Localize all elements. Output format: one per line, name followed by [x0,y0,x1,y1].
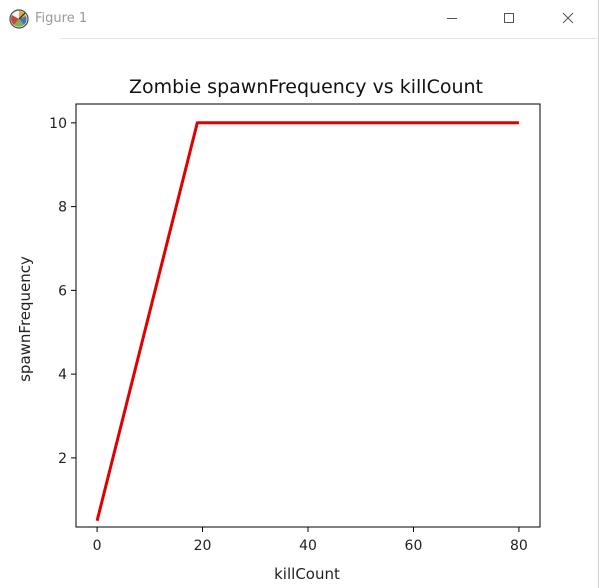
minimize-icon [447,18,457,19]
window-title: Figure 1 [35,11,88,26]
axes: 0 20 40 60 80 2 4 6 8 10 [49,103,541,554]
title-separator [60,38,598,39]
x-tick-label: 0 [93,538,102,554]
close-button[interactable] [545,0,591,36]
maximize-icon [504,13,514,23]
plot-area [76,104,540,527]
y-axis-label: spawnFrequency [16,256,34,382]
x-tick-label: 60 [405,538,423,554]
matplotlib-icon [9,9,29,29]
chart-title: Zombie spawnFrequency vs killCount [129,76,483,98]
x-tick-label: 40 [299,538,317,554]
x-tick-label: 20 [194,538,212,554]
minimize-button[interactable] [429,0,475,36]
y-tick-label: 8 [58,200,67,216]
y-tick-label: 4 [58,367,67,383]
y-tick-label: 10 [49,116,67,132]
figure-canvas[interactable]: Zombie spawnFrequency vs killCount 0 20 40… [0,39,598,588]
title-bar[interactable]: Figure 1 [0,0,598,38]
close-icon [562,12,574,24]
y-tick-label: 6 [58,283,67,299]
maximize-button[interactable] [486,0,532,36]
x-axis-label: killCount [274,565,340,583]
x-tick-label: 80 [510,538,528,554]
y-tick-label: 2 [58,451,67,467]
series-line-0 [95,121,519,522]
